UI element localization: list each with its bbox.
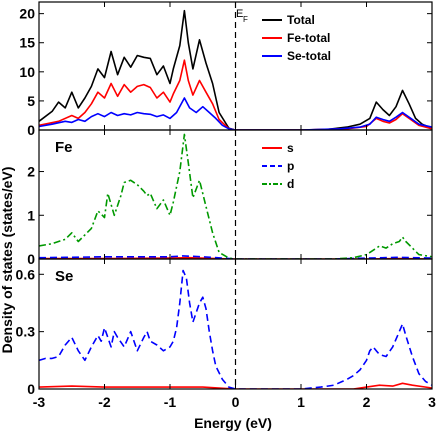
y-tick-label: 0 bbox=[27, 251, 35, 267]
series-line-d bbox=[39, 133, 432, 259]
panel-label: Se bbox=[55, 268, 73, 285]
y-tick-label: 5 bbox=[27, 93, 35, 109]
x-tick-label: -2 bbox=[98, 394, 111, 410]
legend-label: Total bbox=[287, 13, 315, 27]
y-axis-title: Density of states (states/eV) bbox=[0, 167, 15, 354]
fermi-level-label: E F bbox=[236, 8, 248, 24]
y-tick-label: 10 bbox=[19, 64, 35, 80]
y-tick-label: 20 bbox=[19, 6, 35, 22]
legend-label: s bbox=[287, 141, 294, 155]
x-tick-label: 2 bbox=[363, 394, 371, 410]
y-tick-label: 0.3 bbox=[16, 324, 36, 340]
legend-label: Se-total bbox=[287, 49, 331, 63]
series-line-se-total bbox=[39, 97, 432, 130]
y-tick-label: 0.6 bbox=[16, 266, 36, 282]
x-tick-label: -1 bbox=[164, 394, 177, 410]
fermi-label-main: E bbox=[236, 8, 243, 20]
fermi-label-sub: F bbox=[243, 15, 248, 24]
y-tick-label: 1 bbox=[27, 207, 35, 223]
x-tick-label: 3 bbox=[428, 394, 436, 410]
y-tick-label: 2 bbox=[27, 164, 35, 180]
x-tick-label: 0 bbox=[232, 394, 240, 410]
series-line-p bbox=[39, 269, 432, 389]
x-tick-label: 1 bbox=[297, 394, 305, 410]
series-line-fe-total bbox=[39, 59, 432, 130]
y-tick-label: 15 bbox=[19, 35, 35, 51]
series-line-s bbox=[39, 382, 432, 389]
y-tick-label: 0 bbox=[27, 122, 35, 138]
legend: spd bbox=[262, 141, 294, 191]
legend-label: d bbox=[287, 177, 294, 191]
series-line-total bbox=[39, 9, 432, 130]
legend-label: Fe-total bbox=[287, 31, 330, 45]
panel-2: 0 1 2 Fe spd bbox=[27, 129, 433, 267]
panel-1: 0 5 10 15 20 Total Fe-total Se-total bbox=[19, 1, 433, 138]
panel-3: 0 0.3 0.6 -3 -2 -1 0 1 2 3 Se bbox=[16, 258, 436, 410]
x-axis-title: Energy (eV) bbox=[194, 415, 272, 431]
legend: Total Fe-total Se-total bbox=[262, 13, 331, 63]
y-tick-label: 0 bbox=[27, 381, 35, 397]
panel-label: Fe bbox=[55, 139, 73, 156]
legend-label: p bbox=[287, 159, 294, 173]
x-tick-label: -3 bbox=[33, 394, 46, 410]
